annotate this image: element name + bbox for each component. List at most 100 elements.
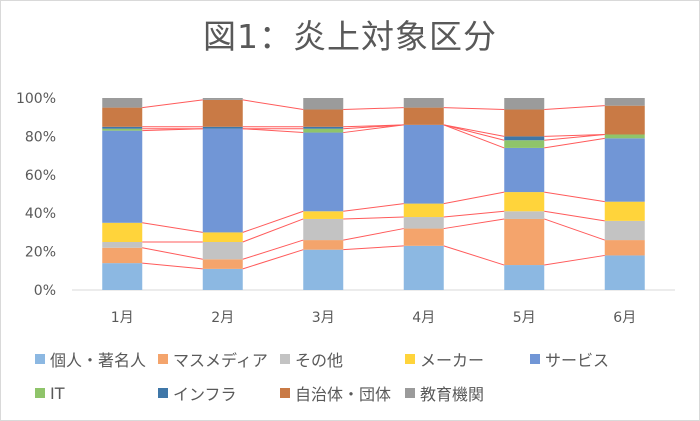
bar-segment bbox=[504, 136, 545, 141]
series-connector-line bbox=[443, 124, 505, 141]
series-connector-line bbox=[142, 247, 203, 260]
x-tick-label: 5月 bbox=[513, 310, 536, 326]
bar-segment bbox=[202, 99, 243, 127]
bar-segment bbox=[102, 222, 143, 242]
bar-segment bbox=[202, 128, 243, 233]
legend-item: メーカー bbox=[405, 347, 484, 371]
bar-segment bbox=[604, 255, 645, 290]
bar-segment bbox=[202, 232, 243, 242]
bar-segment bbox=[504, 147, 545, 193]
series-connector-line bbox=[544, 191, 605, 203]
bar-segment bbox=[403, 124, 444, 204]
bar-segment bbox=[504, 109, 545, 137]
legend-label: サービス bbox=[545, 351, 610, 370]
legend-item: IT bbox=[35, 381, 65, 405]
legend-item: 自治体・団体 bbox=[280, 381, 391, 405]
y-tick-label: 100% bbox=[16, 91, 56, 107]
bar-segment bbox=[403, 245, 444, 290]
legend-item: 個人・著名人 bbox=[35, 347, 146, 371]
y-tick-label: 60% bbox=[25, 168, 56, 184]
legend-item: サービス bbox=[530, 347, 609, 371]
bar-segment bbox=[604, 134, 645, 139]
series-connector-line bbox=[242, 128, 304, 134]
series-connector-line bbox=[544, 133, 605, 137]
legend-label: 教育機関 bbox=[420, 385, 485, 404]
legend-swatch bbox=[35, 388, 45, 398]
bar-segment bbox=[604, 138, 645, 202]
x-tick-label: 6月 bbox=[613, 310, 636, 326]
legend-swatch bbox=[280, 354, 290, 364]
bar-segment bbox=[102, 242, 143, 248]
bar-segment bbox=[303, 240, 344, 250]
bar-segment bbox=[403, 107, 444, 125]
bar-segment bbox=[604, 240, 645, 256]
bar-segment bbox=[604, 98, 645, 106]
legend-label: マスメディア bbox=[173, 351, 268, 370]
bar-segment bbox=[303, 126, 344, 129]
series-connector-line bbox=[343, 124, 404, 134]
bar-segment bbox=[504, 98, 545, 110]
bar-segment bbox=[202, 268, 243, 290]
bar-segment bbox=[303, 98, 344, 110]
series-connector-line bbox=[242, 99, 304, 111]
bar-segment bbox=[504, 140, 545, 148]
bar-segment bbox=[102, 126, 143, 129]
legend-item: その他 bbox=[280, 347, 343, 371]
series-connector-line bbox=[443, 124, 505, 137]
series-connector-line bbox=[443, 107, 505, 111]
bar-segment bbox=[102, 263, 143, 290]
bar-segment bbox=[303, 218, 344, 241]
y-tick-label: 20% bbox=[25, 245, 56, 261]
series-connector-line bbox=[343, 124, 404, 128]
bar-segment bbox=[303, 128, 344, 133]
bar-segment bbox=[202, 98, 243, 100]
legend-label: IT bbox=[50, 383, 65, 403]
series-connector-line bbox=[142, 222, 203, 233]
series-connector-line bbox=[343, 245, 404, 251]
legend-item: 教育機関 bbox=[405, 381, 484, 405]
series-connector-line bbox=[142, 99, 203, 109]
series-connector-line bbox=[343, 216, 404, 220]
legend-swatch bbox=[280, 388, 290, 398]
legend-label: その他 bbox=[295, 351, 344, 370]
legend-item: マスメディア bbox=[158, 347, 268, 371]
series-connector-line bbox=[343, 228, 404, 241]
series-connector-line bbox=[544, 137, 605, 149]
series-connector-line bbox=[343, 107, 404, 111]
legend-swatch bbox=[158, 354, 168, 364]
y-tick-label: 40% bbox=[25, 206, 56, 222]
bar-segment bbox=[202, 242, 243, 260]
chart-title: 図1：炎上対象区分 bbox=[203, 17, 497, 56]
bar-segment bbox=[504, 218, 545, 266]
legend-swatch bbox=[405, 388, 415, 398]
series-connector-line bbox=[544, 133, 605, 141]
bar-segment bbox=[102, 98, 143, 108]
legend-label: メーカー bbox=[420, 351, 485, 370]
bar-segment bbox=[403, 217, 444, 229]
series-connector-line bbox=[443, 245, 505, 266]
series-connector-line bbox=[544, 218, 605, 241]
bar-segment bbox=[403, 98, 444, 108]
legend-swatch bbox=[405, 354, 415, 364]
bar-segment bbox=[303, 211, 344, 219]
x-tick-label: 3月 bbox=[312, 310, 335, 326]
series-connector-line bbox=[242, 218, 304, 243]
bar-segment bbox=[504, 211, 545, 219]
bar-segment bbox=[303, 249, 344, 290]
x-tick-label: 2月 bbox=[211, 310, 234, 326]
series-connector-line bbox=[242, 210, 304, 233]
bar-segment bbox=[303, 132, 344, 212]
series-connector-line bbox=[242, 239, 304, 260]
x-tick-label: 4月 bbox=[412, 310, 435, 326]
bar-segment bbox=[102, 247, 143, 264]
y-tick-label: 80% bbox=[25, 129, 56, 145]
series-connector-line bbox=[443, 191, 505, 205]
series-connector-line bbox=[544, 254, 605, 266]
series-connector-line bbox=[544, 210, 605, 222]
bar-segment bbox=[504, 265, 545, 290]
bar-segment bbox=[604, 201, 645, 221]
y-tick-label: 0% bbox=[34, 283, 56, 299]
bar-segment bbox=[202, 126, 243, 129]
bar-segment bbox=[504, 192, 545, 212]
